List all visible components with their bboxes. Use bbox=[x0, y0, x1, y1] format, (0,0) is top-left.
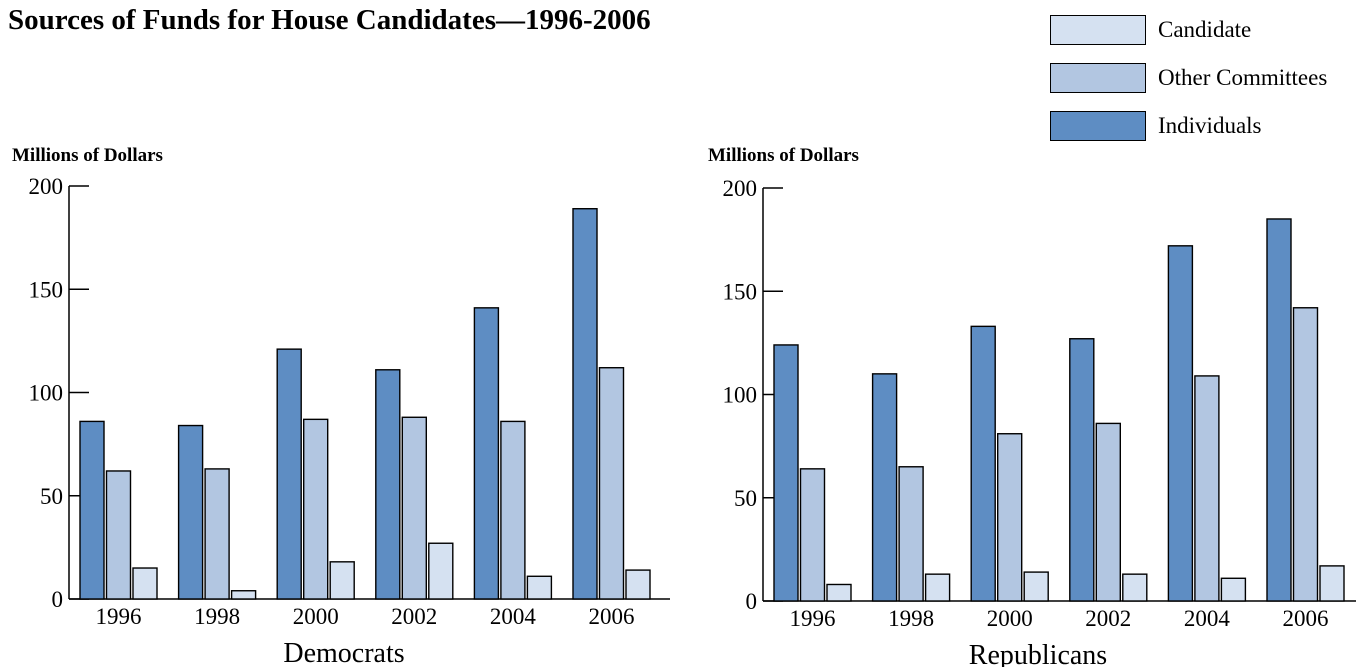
bar-other-committees-2006 bbox=[598, 367, 625, 600]
bar-candidate-1996 bbox=[826, 583, 852, 602]
y-tick-label: 100 bbox=[29, 381, 64, 406]
bar-individuals-1996 bbox=[773, 344, 799, 602]
bar-individuals-2006 bbox=[572, 208, 598, 600]
x-tick-label: 1996 bbox=[96, 604, 142, 629]
x-tick-label: 2006 bbox=[589, 604, 635, 629]
bar-other-committees-2006 bbox=[1292, 307, 1319, 602]
bar-other-committees-2004 bbox=[500, 420, 526, 600]
chart-title-democrats: Democrats bbox=[283, 638, 404, 667]
bar-other-committees-2002 bbox=[401, 416, 427, 600]
chart-republicans: Millions of Dollars 0 50 100 150 200 1996 1998 2… bbox=[708, 145, 1356, 667]
page-title: Sources of Funds for House Candidates—19… bbox=[8, 4, 651, 36]
y-axis-label: Millions of Dollars bbox=[12, 145, 163, 166]
bar-other-committees-1998 bbox=[204, 468, 230, 600]
x-tick-label: 2002 bbox=[391, 604, 437, 629]
x-tick-label: 2002 bbox=[1085, 606, 1131, 631]
x-tick-label: 2004 bbox=[490, 604, 537, 629]
legend-item-candidate: Candidate bbox=[1050, 6, 1327, 54]
bar-other-committees-1996 bbox=[105, 470, 132, 600]
y-tick-label: 0 bbox=[52, 587, 64, 612]
y-tick-label: 150 bbox=[29, 277, 64, 302]
y-tick-label: 150 bbox=[723, 279, 758, 304]
bar-other-committees-1996 bbox=[799, 468, 826, 602]
bar-individuals-2000 bbox=[276, 348, 302, 600]
x-tick-label: 2006 bbox=[1283, 606, 1329, 631]
bar-candidate-2006 bbox=[625, 569, 651, 600]
x-tick-label: 1996 bbox=[790, 606, 836, 631]
bar-candidate-2000 bbox=[1023, 571, 1049, 602]
bar-individuals-2004 bbox=[1167, 245, 1194, 602]
legend-swatch-candidate bbox=[1050, 15, 1146, 45]
x-tick-label: 1998 bbox=[888, 606, 934, 631]
bar-other-committees-2000 bbox=[997, 433, 1023, 602]
y-tick-label: 50 bbox=[40, 484, 63, 509]
x-tick-label: 2004 bbox=[1184, 606, 1231, 631]
y-tick-label: 0 bbox=[746, 589, 758, 614]
bar-individuals-1998 bbox=[871, 373, 898, 602]
chart-democrats: Millions of Dollars 0 50 100 150 200 1996 1998 2… bbox=[12, 145, 670, 667]
legend-item-other-committees: Other Committees bbox=[1050, 54, 1327, 102]
bar-other-committees-2000 bbox=[303, 418, 329, 600]
bar-individuals-2004 bbox=[473, 307, 500, 600]
bar-other-committees-1998 bbox=[898, 466, 924, 602]
legend: Candidate Other Committees Individuals bbox=[1050, 6, 1327, 150]
bar-individuals-1996 bbox=[79, 420, 105, 600]
y-tick-label: 200 bbox=[723, 176, 758, 201]
x-tick-label: 1998 bbox=[194, 604, 240, 629]
legend-label-other-committees: Other Committees bbox=[1158, 65, 1328, 90]
y-axis-label: Millions of Dollars bbox=[708, 145, 859, 166]
bar-individuals-2002 bbox=[375, 369, 401, 600]
legend-label-individuals: Individuals bbox=[1158, 113, 1262, 138]
bar-candidate-2000 bbox=[329, 561, 355, 600]
bar-individuals-2002 bbox=[1069, 338, 1095, 602]
legend-label-candidate: Candidate bbox=[1158, 17, 1252, 42]
y-tick-label: 200 bbox=[29, 174, 64, 199]
bar-candidate-1998 bbox=[924, 573, 951, 602]
legend-swatch-other-committees bbox=[1050, 63, 1146, 93]
bar-candidate-2004 bbox=[526, 575, 553, 600]
bar-candidate-2004 bbox=[1220, 577, 1247, 602]
bar-candidate-2006 bbox=[1319, 565, 1345, 602]
y-tick-label: 100 bbox=[723, 383, 758, 408]
x-tick-label: 2000 bbox=[293, 604, 339, 629]
chart-title-republicans: Republicans bbox=[969, 640, 1107, 667]
bar-candidate-2002 bbox=[1122, 573, 1148, 602]
bar-candidate-1998 bbox=[230, 590, 257, 600]
y-tick-label: 50 bbox=[734, 486, 757, 511]
bar-individuals-2006 bbox=[1266, 218, 1292, 602]
bar-individuals-1998 bbox=[177, 424, 204, 600]
bar-individuals-2000 bbox=[970, 325, 996, 602]
bar-candidate-2002 bbox=[428, 542, 454, 600]
bar-candidate-1996 bbox=[132, 567, 158, 600]
x-tick-label: 2000 bbox=[987, 606, 1033, 631]
legend-item-individuals: Individuals bbox=[1050, 102, 1327, 150]
legend-swatch-individuals bbox=[1050, 111, 1146, 141]
bar-other-committees-2002 bbox=[1095, 422, 1122, 602]
bar-other-committees-2004 bbox=[1194, 375, 1220, 602]
